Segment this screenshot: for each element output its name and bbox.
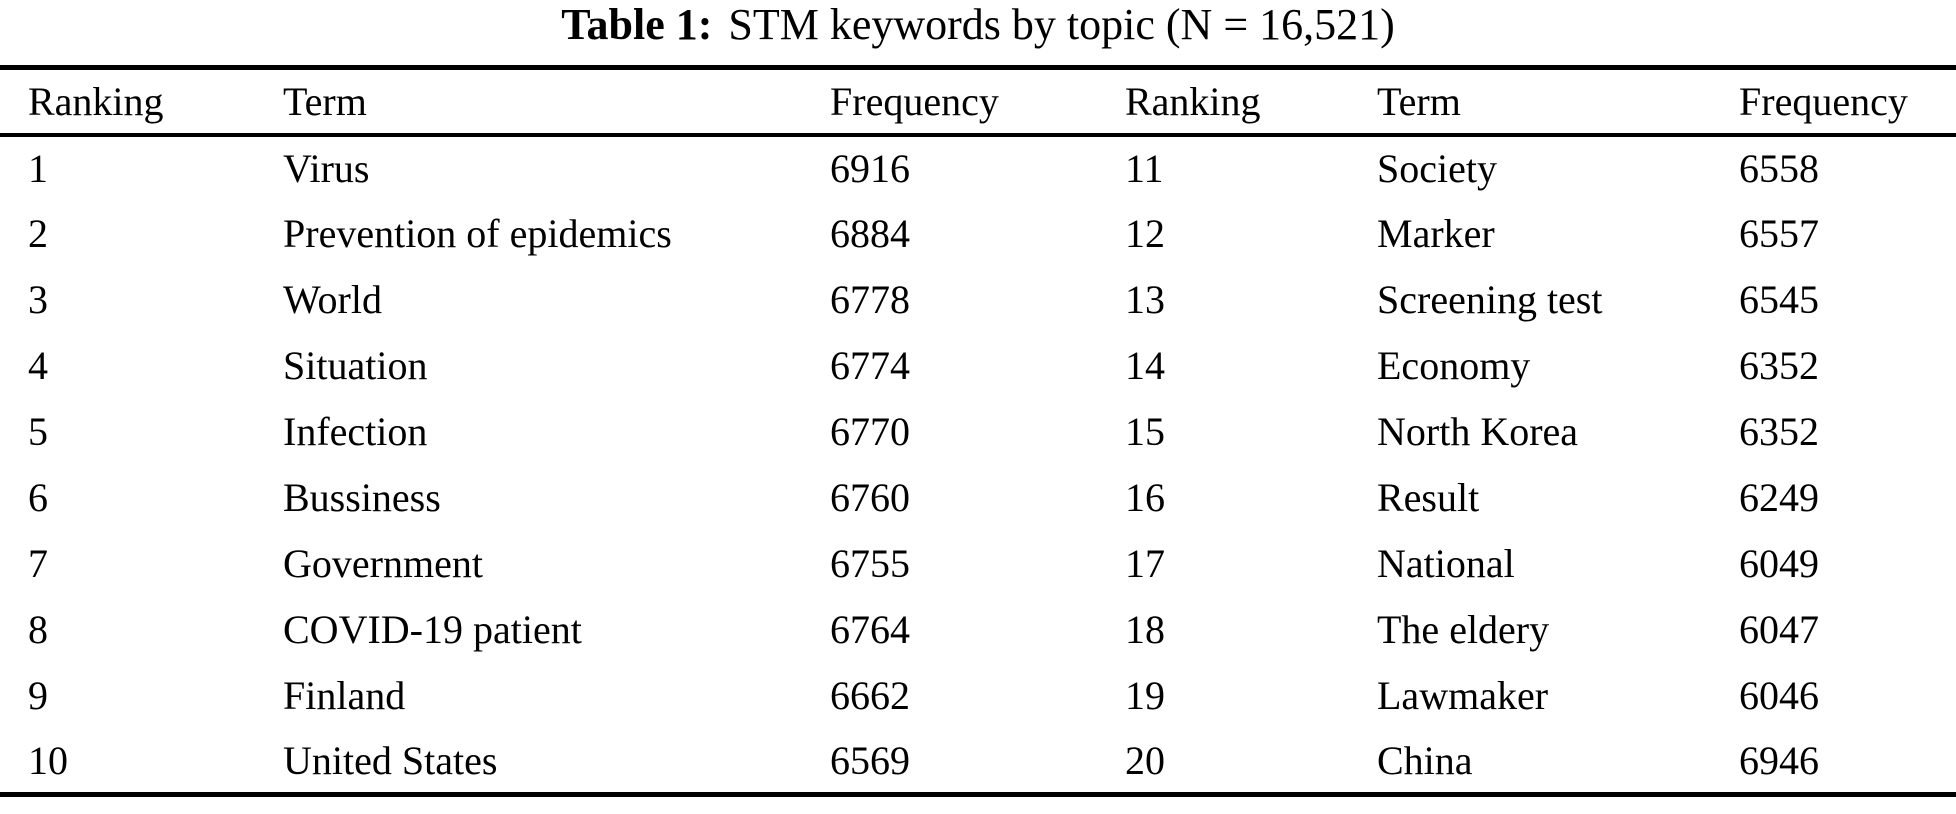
rank-cell: 2: [28, 211, 48, 256]
term-cell: Lawmaker: [1377, 673, 1549, 718]
table-row: 9 Finland 6662 19 Lawmaker 6046: [0, 663, 1956, 729]
frequency-cell: 6249: [1739, 475, 1819, 520]
table-row: 7 Government 6755 17 National 6049: [0, 531, 1956, 597]
header-row: Ranking Term Frequency Ranking Term Freq…: [0, 68, 1956, 135]
header-frequency-left: Frequency: [830, 78, 999, 124]
table-row: 6 Bussiness 6760 16 Result 6249: [0, 465, 1956, 531]
term-cell: Government: [283, 541, 483, 586]
term-cell: China: [1377, 737, 1473, 783]
rank-cell: 14: [1125, 343, 1165, 388]
term-cell: National: [1377, 541, 1515, 586]
rank-cell: 3: [28, 277, 48, 322]
frequency-cell: 6545: [1739, 277, 1819, 322]
term-cell: World: [283, 277, 382, 322]
frequency-cell: 6760: [830, 475, 910, 520]
term-cell: Economy: [1377, 343, 1531, 388]
rank-cell: 18: [1125, 607, 1165, 652]
header-frequency-right: Frequency: [1739, 78, 1908, 124]
term-cell: Prevention of epidemics: [283, 211, 672, 256]
term-cell: North Korea: [1377, 409, 1579, 454]
rank-cell: 4: [28, 343, 48, 388]
frequency-cell: 6352: [1739, 409, 1819, 454]
term-cell: The eldery: [1377, 607, 1550, 652]
frequency-cell: 6569: [830, 737, 910, 783]
rank-cell: 9: [28, 673, 48, 718]
table-row: 1 Virus 6916 11 Society 6558: [0, 135, 1956, 201]
table-row: 3 World 6778 13 Screening test 6545: [0, 267, 1956, 333]
frequency-cell: 6946: [1739, 737, 1819, 783]
term-cell: Marker: [1377, 211, 1495, 256]
rank-cell: 19: [1125, 673, 1165, 718]
term-cell: Situation: [283, 343, 428, 388]
frequency-cell: 6916: [830, 146, 910, 191]
rank-cell: 16: [1125, 475, 1165, 520]
table-row: 4 Situation 6774 14 Economy 6352: [0, 333, 1956, 399]
frequency-cell: 6352: [1739, 343, 1819, 388]
term-cell: Infection: [283, 409, 428, 454]
rank-cell: 11: [1125, 146, 1164, 191]
term-cell: Virus: [283, 146, 370, 191]
frequency-cell: 6778: [830, 277, 910, 322]
term-cell: Result: [1377, 475, 1480, 520]
frequency-cell: 6884: [830, 211, 910, 256]
table-row: 10 United States 6569 20 China 6946: [0, 729, 1956, 795]
header-term-left: Term: [283, 78, 367, 124]
table-caption-label: Table 1:: [561, 0, 713, 49]
term-cell: COVID-19 patient: [283, 607, 582, 652]
header-term-right: Term: [1377, 78, 1461, 124]
rank-cell: 15: [1125, 409, 1165, 454]
term-cell: United States: [283, 737, 498, 783]
frequency-cell: 6046: [1739, 673, 1819, 718]
rank-cell: 7: [28, 541, 48, 586]
header-ranking-left: Ranking: [28, 78, 164, 124]
term-cell: Bussiness: [283, 475, 441, 520]
frequency-cell: 6557: [1739, 211, 1819, 256]
frequency-cell: 6662: [830, 673, 910, 718]
table-body: 1 Virus 6916 11 Society 6558 2 Prevention of ep…: [0, 135, 1956, 795]
table-caption-text: STM keywords by topic (N = 16,521): [728, 0, 1395, 49]
term-cell: Society: [1377, 146, 1497, 191]
header-ranking-right: Ranking: [1125, 78, 1261, 124]
rank-cell: 13: [1125, 277, 1165, 322]
rank-cell: 8: [28, 607, 48, 652]
table-row: 2 Prevention of epidemics 6884 12 Marker 6557: [0, 201, 1956, 267]
rank-cell: 1: [28, 146, 48, 191]
rank-cell: 20: [1125, 737, 1165, 783]
table-row: 8 COVID-19 patient 6764 18 The eldery 6047: [0, 597, 1956, 663]
rank-cell: 12: [1125, 211, 1165, 256]
frequency-cell: 6770: [830, 409, 910, 454]
table-caption: Table 1: STM keywords by topic (N = 16,5…: [0, 0, 1956, 65]
frequency-cell: 6558: [1739, 146, 1819, 191]
rank-cell: 17: [1125, 541, 1165, 586]
frequency-cell: 6764: [830, 607, 910, 652]
rank-cell: 5: [28, 409, 48, 454]
frequency-cell: 6774: [830, 343, 910, 388]
frequency-cell: 6049: [1739, 541, 1819, 586]
term-cell: Screening test: [1377, 277, 1603, 322]
frequency-cell: 6047: [1739, 607, 1819, 652]
term-cell: Finland: [283, 673, 406, 718]
table-row: 5 Infection 6770 15 North Korea 6352: [0, 399, 1956, 465]
frequency-cell: 6755: [830, 541, 910, 586]
rank-cell: 10: [28, 737, 68, 783]
rank-cell: 6: [28, 475, 48, 520]
keywords-table: Ranking Term Frequency Ranking Term Freq…: [0, 65, 1956, 797]
